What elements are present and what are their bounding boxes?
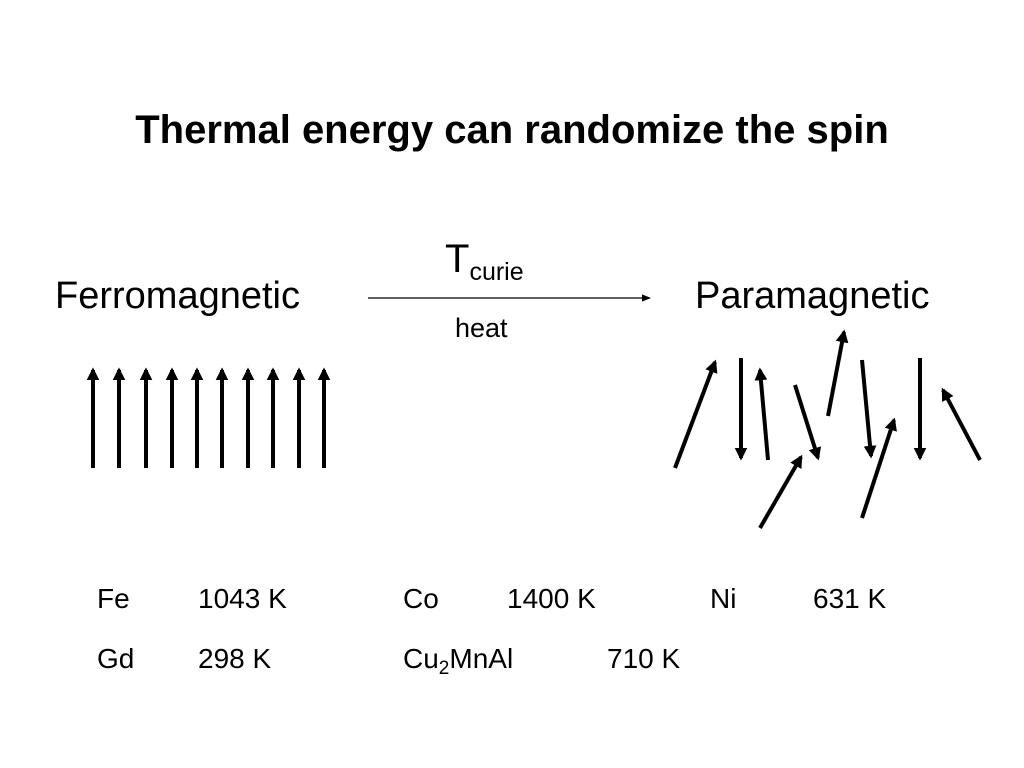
material: Gd bbox=[97, 643, 134, 674]
spin-arrow bbox=[860, 417, 897, 519]
material: Fe bbox=[97, 583, 130, 614]
transition-symbol: Tcurie bbox=[445, 237, 524, 286]
spin-arrow bbox=[793, 384, 822, 461]
random-spins bbox=[673, 329, 982, 530]
temperature: 631 K bbox=[813, 583, 886, 614]
left-label: Ferromagnetic bbox=[55, 275, 300, 317]
symbol: T bbox=[445, 237, 469, 281]
material: Ni bbox=[710, 583, 736, 614]
spin-arrow bbox=[758, 454, 803, 530]
aligned-spins bbox=[86, 367, 331, 468]
material: Co bbox=[403, 583, 439, 614]
subscript: curie bbox=[469, 258, 523, 286]
spin-arrow bbox=[860, 359, 877, 459]
material-part: MnAl bbox=[449, 643, 513, 674]
spin-arrow bbox=[941, 387, 982, 461]
right-label: Paramagnetic bbox=[695, 275, 929, 317]
title: Thermal energy can randomize the spin bbox=[135, 108, 889, 152]
transition-condition: heat bbox=[455, 313, 508, 343]
temperature: 298 K bbox=[198, 643, 271, 674]
material-part: Cu bbox=[403, 643, 439, 674]
temperature: 710 K bbox=[607, 643, 680, 674]
temperature: 1043 K bbox=[198, 583, 287, 614]
spin-arrow bbox=[673, 359, 718, 469]
curie-table: Fe 1043 K Co 1400 K Ni 631 K Gd 298 K Cu… bbox=[97, 583, 886, 679]
spin-arrow bbox=[754, 367, 770, 461]
spin-arrow bbox=[826, 329, 849, 417]
temperature: 1400 K bbox=[507, 583, 596, 614]
material: Cu2MnAl bbox=[403, 643, 513, 679]
material-subscript: 2 bbox=[439, 658, 450, 679]
